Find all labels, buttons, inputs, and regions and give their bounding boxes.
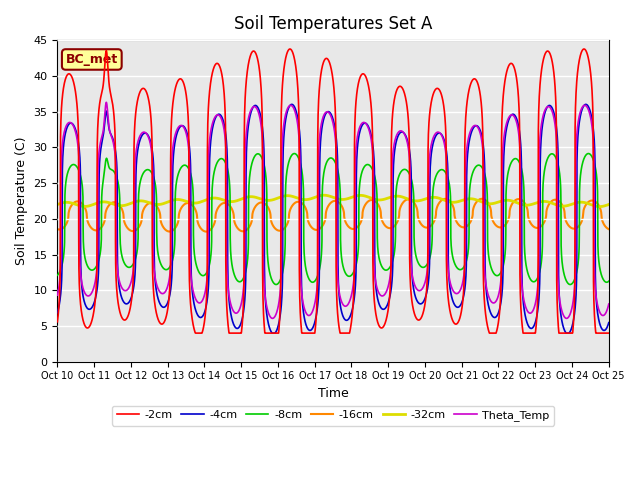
Text: BC_met: BC_met bbox=[66, 53, 118, 66]
-32cm bbox=[595, 204, 602, 209]
Legend: -2cm, -4cm, -8cm, -16cm, -32cm, Theta_Temp: -2cm, -4cm, -8cm, -16cm, -32cm, Theta_Te… bbox=[112, 406, 554, 426]
Title: Soil Temperatures Set A: Soil Temperatures Set A bbox=[234, 15, 432, 33]
-8cm bbox=[289, 151, 296, 157]
-4cm bbox=[605, 320, 612, 325]
-4cm bbox=[116, 290, 124, 296]
Theta_Temp bbox=[535, 243, 543, 249]
Line: -8cm: -8cm bbox=[58, 154, 609, 285]
Theta_Temp bbox=[595, 305, 602, 311]
-2cm bbox=[289, 51, 297, 57]
-32cm bbox=[116, 203, 124, 208]
-2cm bbox=[535, 102, 543, 108]
Theta_Temp bbox=[289, 104, 297, 110]
Theta_Temp bbox=[54, 292, 61, 298]
-4cm bbox=[54, 310, 61, 315]
-2cm bbox=[265, 330, 273, 336]
Line: -2cm: -2cm bbox=[58, 49, 609, 333]
-2cm bbox=[605, 330, 612, 336]
-8cm bbox=[566, 282, 574, 288]
-2cm bbox=[54, 319, 61, 324]
Theta_Temp bbox=[605, 301, 612, 307]
-4cm bbox=[595, 314, 602, 320]
-8cm bbox=[605, 278, 612, 284]
-2cm bbox=[595, 330, 602, 336]
Line: -4cm: -4cm bbox=[58, 104, 609, 333]
-16cm bbox=[149, 200, 157, 206]
-16cm bbox=[54, 226, 61, 232]
-8cm bbox=[116, 240, 124, 246]
Theta_Temp bbox=[116, 282, 124, 288]
Theta_Temp bbox=[269, 315, 276, 321]
-16cm bbox=[289, 202, 297, 208]
-32cm bbox=[265, 197, 273, 203]
-16cm bbox=[265, 206, 273, 212]
Y-axis label: Soil Temperature (C): Soil Temperature (C) bbox=[15, 137, 28, 265]
-32cm bbox=[149, 201, 157, 207]
-32cm bbox=[605, 202, 612, 207]
Theta_Temp bbox=[265, 312, 273, 317]
-4cm bbox=[265, 323, 273, 328]
-8cm bbox=[291, 151, 298, 156]
-32cm bbox=[289, 193, 296, 199]
-8cm bbox=[149, 173, 157, 179]
-4cm bbox=[535, 296, 543, 302]
-2cm bbox=[286, 46, 294, 52]
-4cm bbox=[288, 101, 296, 107]
-16cm bbox=[478, 196, 486, 202]
-8cm bbox=[265, 265, 273, 271]
-4cm bbox=[149, 154, 157, 160]
Line: -16cm: -16cm bbox=[58, 199, 609, 232]
-2cm bbox=[116, 311, 124, 316]
-16cm bbox=[595, 202, 602, 208]
-16cm bbox=[202, 229, 210, 235]
-2cm bbox=[149, 280, 157, 286]
-8cm bbox=[54, 272, 61, 278]
-4cm bbox=[289, 102, 297, 108]
Theta_Temp bbox=[149, 251, 157, 256]
X-axis label: Time: Time bbox=[317, 387, 348, 400]
-16cm bbox=[535, 225, 543, 230]
-32cm bbox=[320, 192, 328, 198]
Line: -32cm: -32cm bbox=[58, 195, 609, 206]
-8cm bbox=[535, 272, 543, 278]
-32cm bbox=[596, 204, 604, 209]
Theta_Temp bbox=[102, 99, 110, 105]
-16cm bbox=[116, 204, 124, 209]
-2cm bbox=[191, 330, 199, 336]
-4cm bbox=[268, 330, 276, 336]
-32cm bbox=[54, 202, 61, 207]
-8cm bbox=[595, 252, 602, 257]
-16cm bbox=[605, 226, 612, 232]
-32cm bbox=[535, 199, 543, 205]
Line: Theta_Temp: Theta_Temp bbox=[58, 102, 609, 318]
